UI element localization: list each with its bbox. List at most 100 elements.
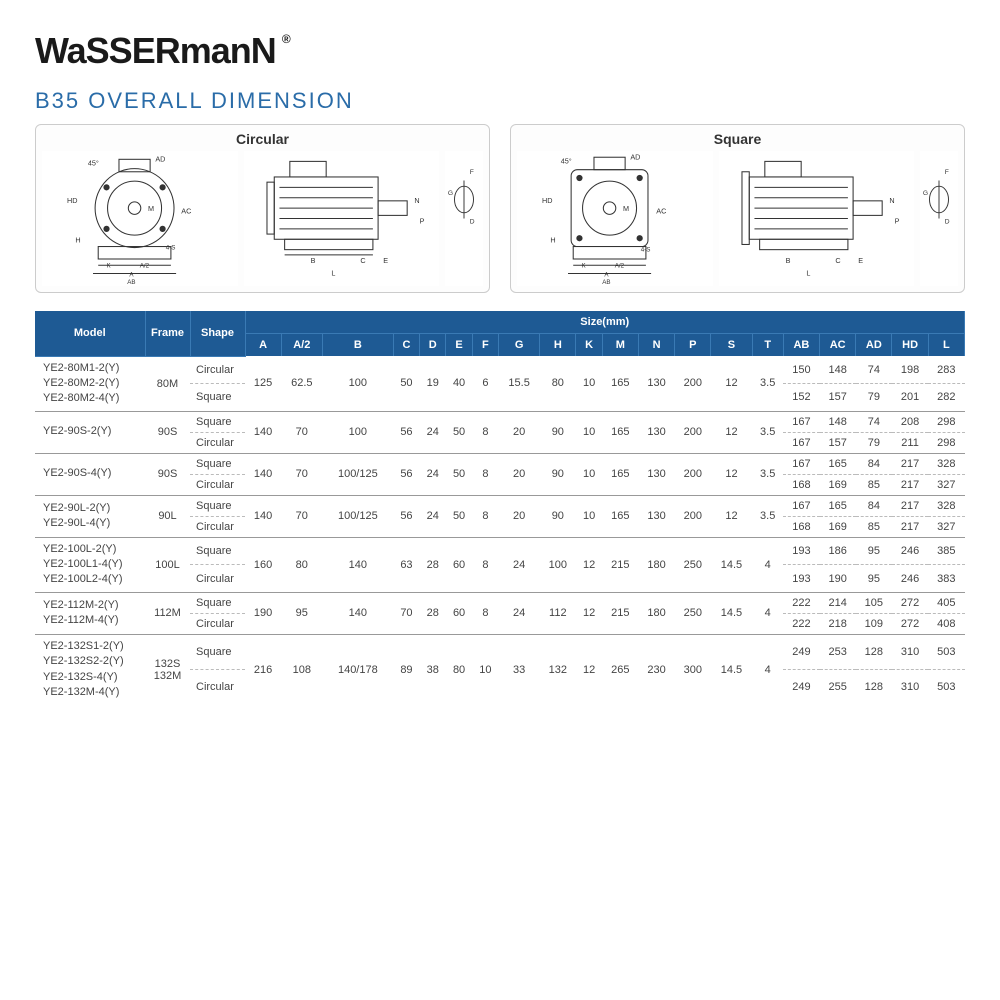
cell-shape: Circular (190, 670, 245, 705)
page-title: B35 OVERALL DIMENSION (35, 88, 965, 114)
cell-value: 200 (675, 495, 711, 537)
cell-value: 282 (928, 384, 964, 412)
cell-value: 15.5 (499, 356, 540, 411)
cell-value: 62.5 (281, 356, 322, 411)
diagram-square-front: 45° AD HD H M AC K A/2 A AB 4-S (517, 151, 713, 286)
cell-value: 74 (856, 356, 892, 384)
svg-text:K: K (582, 262, 587, 269)
cell-value: 211 (892, 432, 928, 453)
diagram-section: Circular 45° AD HD H (35, 124, 965, 293)
cell-value: 50 (446, 495, 472, 537)
cell-value: 230 (638, 634, 674, 704)
svg-text:H: H (75, 235, 80, 244)
cell-value: 201 (892, 384, 928, 412)
cell-value: 74 (856, 411, 892, 432)
svg-text:HD: HD (67, 196, 77, 205)
cell-value: 105 (856, 592, 892, 613)
cell-value: 24 (499, 537, 540, 592)
cell-value: 193 (783, 537, 819, 565)
col-shape: Shape (190, 311, 245, 356)
cell-value: 130 (638, 411, 674, 453)
svg-text:N: N (414, 196, 419, 205)
svg-text:A: A (604, 272, 609, 279)
col-size-AD: AD (856, 334, 892, 357)
svg-text:K: K (107, 262, 112, 269)
svg-text:AD: AD (155, 154, 165, 163)
cell-value: 130 (638, 453, 674, 495)
cell-value: 56 (393, 411, 419, 453)
svg-text:AB: AB (602, 279, 610, 286)
cell-shape: Circular (190, 565, 245, 593)
diagram-circular-front: 45° AD HD H M AC K A/2 A AB 4-S (42, 151, 238, 286)
brand-logo: WaSSERmanN (35, 30, 276, 72)
svg-text:A: A (129, 272, 134, 279)
table-body: YE2-80M1-2(Y) YE2-80M2-2(Y) YE2-80M2-4(Y… (35, 356, 965, 704)
cell-value: 100/125 (322, 453, 393, 495)
col-size-A-2: A/2 (281, 334, 322, 357)
col-size-B: B (322, 334, 393, 357)
cell-value: 193 (783, 565, 819, 593)
cell-value: 217 (892, 453, 928, 474)
cell-value: 328 (928, 453, 964, 474)
cell-value: 200 (675, 411, 711, 453)
cell-value: 50 (446, 453, 472, 495)
cell-value: 3.5 (752, 356, 783, 411)
cell-value: 140 (322, 537, 393, 592)
table-row: YE2-132S1-2(Y) YE2-132S2-2(Y) YE2-132S-4… (35, 634, 965, 669)
svg-text:4-S: 4-S (166, 245, 176, 252)
cell-value: 24 (499, 592, 540, 634)
cell-value: 272 (892, 613, 928, 634)
cell-value: 298 (928, 411, 964, 432)
cell-value: 218 (820, 613, 856, 634)
cell-value: 89 (393, 634, 419, 704)
cell-value: 140/178 (322, 634, 393, 704)
cell-model: YE2-90S-4(Y) (35, 453, 145, 495)
cell-value: 95 (856, 565, 892, 593)
cell-value: 503 (928, 634, 964, 669)
cell-value: 255 (820, 670, 856, 705)
svg-text:45°: 45° (561, 156, 572, 165)
cell-model: YE2-90L-2(Y) YE2-90L-4(Y) (35, 495, 145, 537)
cell-value: 19 (420, 356, 446, 411)
cell-value: 10 (576, 411, 602, 453)
cell-value: 246 (892, 565, 928, 593)
dimension-table: Model Frame Shape Size(mm) AA/2BCDEFGHKM… (35, 311, 965, 704)
cell-value: 8 (472, 537, 498, 592)
cell-value: 250 (675, 537, 711, 592)
col-size-K: K (576, 334, 602, 357)
svg-text:C: C (835, 256, 840, 265)
svg-text:B: B (785, 256, 790, 265)
cell-value: 63 (393, 537, 419, 592)
cell-value: 80 (281, 537, 322, 592)
cell-value: 90 (540, 411, 576, 453)
cell-value: 157 (820, 432, 856, 453)
cell-value: 4 (752, 634, 783, 704)
cell-value: 4 (752, 592, 783, 634)
cell-value: 24 (420, 453, 446, 495)
cell-shape: Square (190, 384, 245, 412)
svg-text:AC: AC (181, 206, 191, 215)
cell-value: 165 (820, 495, 856, 516)
svg-text:F: F (945, 169, 949, 176)
cell-value: 20 (499, 453, 540, 495)
cell-shape: Square (190, 537, 245, 565)
diagram-square-label: Square (517, 131, 958, 147)
cell-model: YE2-132S1-2(Y) YE2-132S2-2(Y) YE2-132S-4… (35, 634, 145, 704)
cell-value: 140 (245, 453, 281, 495)
svg-text:45°: 45° (88, 159, 99, 168)
cell-value: 70 (281, 411, 322, 453)
col-frame: Frame (145, 311, 190, 356)
cell-value: 100/125 (322, 495, 393, 537)
cell-value: 169 (820, 516, 856, 537)
cell-value: 95 (856, 537, 892, 565)
cell-value: 160 (245, 537, 281, 592)
col-size-H: H (540, 334, 576, 357)
cell-value: 40 (446, 356, 472, 411)
cell-value: 8 (472, 495, 498, 537)
cell-value: 3.5 (752, 411, 783, 453)
cell-frame: 90S (145, 411, 190, 453)
cell-value: 70 (393, 592, 419, 634)
cell-value: 12 (711, 411, 752, 453)
cell-value: 12 (576, 634, 602, 704)
svg-text:A/2: A/2 (615, 262, 625, 269)
